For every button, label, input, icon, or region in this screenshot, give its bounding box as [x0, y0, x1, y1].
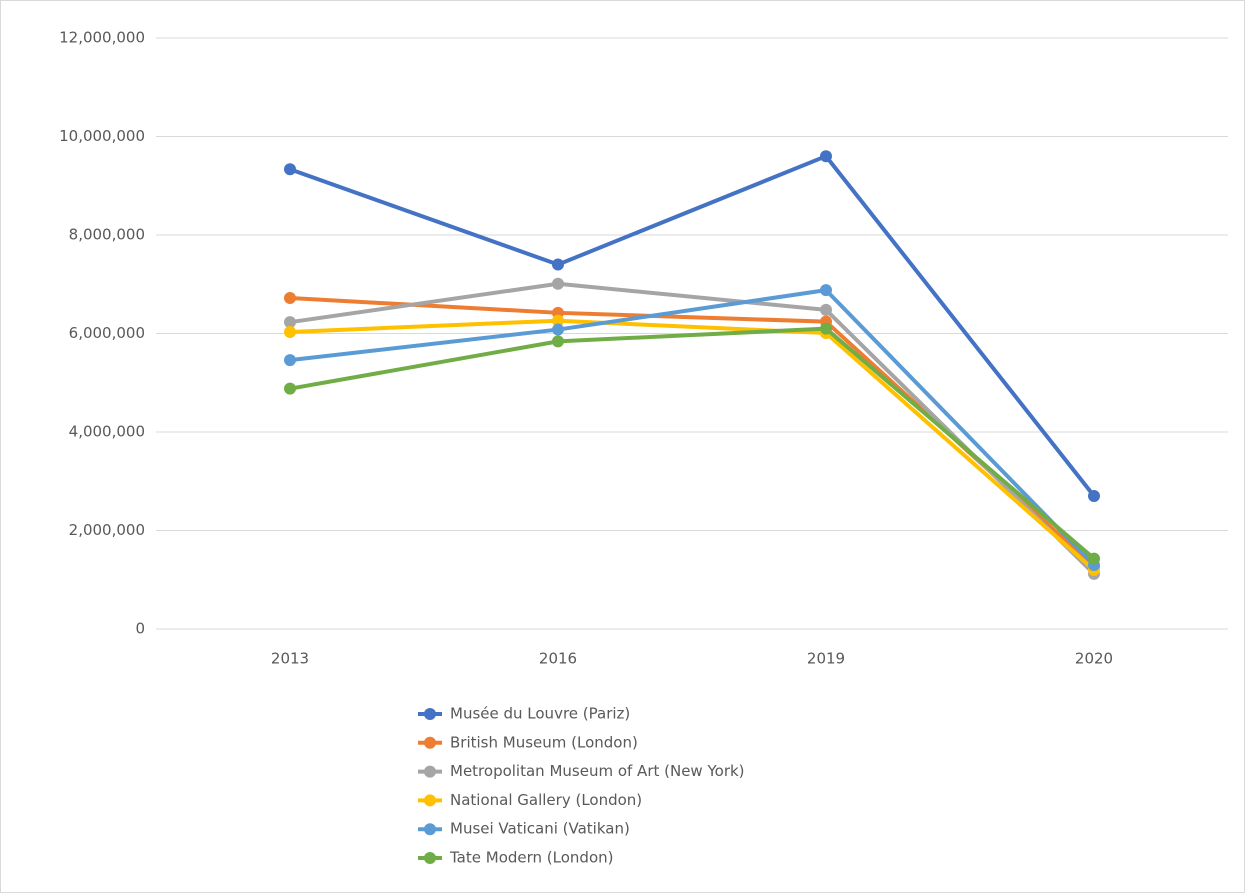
legend-marker — [424, 708, 436, 720]
x-tick-label: 2013 — [271, 650, 309, 668]
y-tick-label: 2,000,000 — [69, 521, 145, 539]
series-line — [289, 288, 1096, 567]
legend-marker — [424, 852, 436, 864]
legend-label: Musée du Louvre (Pariz) — [450, 705, 630, 723]
x-tick-label: 2016 — [539, 650, 577, 668]
data-point — [552, 335, 564, 348]
y-tick-label: 0 — [135, 620, 145, 638]
data-point — [552, 258, 564, 271]
data-point — [284, 382, 296, 395]
data-point — [552, 314, 564, 327]
data-point — [820, 303, 832, 316]
data-point — [284, 316, 296, 329]
data-point — [284, 163, 296, 176]
series-line — [289, 154, 1096, 498]
legend-marker — [424, 794, 436, 807]
data-point — [820, 150, 832, 163]
legend-marker — [424, 765, 436, 778]
data-point — [284, 354, 296, 367]
y-tick-label: 10,000,000 — [59, 127, 145, 145]
legend-marker — [424, 736, 436, 749]
series-line — [289, 318, 1096, 572]
x-tick-label: 2019 — [807, 650, 845, 668]
data-point — [1088, 552, 1100, 565]
data-point — [552, 277, 564, 290]
y-tick-label: 12,000,000 — [59, 29, 145, 47]
data-point — [1088, 490, 1100, 503]
x-tick-label: 2020 — [1075, 650, 1113, 668]
legend-label: British Museum (London) — [450, 733, 638, 751]
data-point — [820, 284, 832, 297]
y-tick-label: 6,000,000 — [69, 324, 145, 342]
data-point — [820, 322, 832, 335]
legend-label: National Gallery (London) — [450, 791, 642, 809]
legend-label: Musei Vaticani (Vatikan) — [450, 820, 630, 838]
data-point — [284, 292, 296, 305]
data-point — [552, 323, 564, 336]
data-point — [284, 326, 296, 339]
legend-marker — [424, 823, 436, 836]
y-tick-label: 8,000,000 — [69, 226, 145, 244]
legend-label: Tate Modern (London) — [449, 849, 613, 867]
legend-label: Metropolitan Museum of Art (New York) — [450, 762, 745, 780]
series-line — [289, 326, 1096, 561]
y-tick-label: 4,000,000 — [69, 423, 145, 441]
